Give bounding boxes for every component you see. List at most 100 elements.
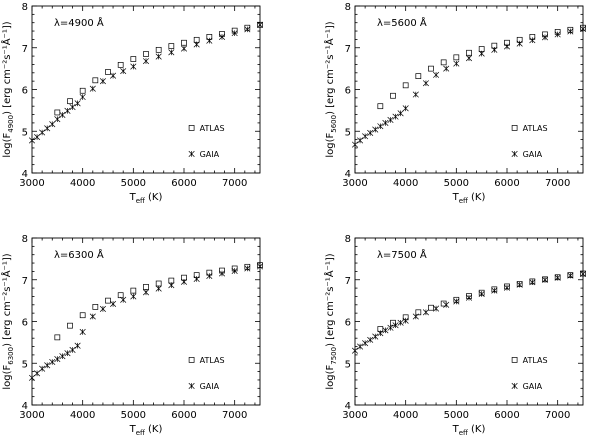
gaia-point [367,129,374,136]
gaia-point [69,346,76,353]
y-tick-label: 4 [345,169,351,180]
atlas-point [453,54,460,61]
legend-asterisk-icon [511,150,518,157]
x-axis-label: Teff (K) [129,192,163,205]
gaia-point [579,270,587,277]
atlas-point [92,77,99,84]
gaia-point [412,91,419,98]
gaia-point [382,327,389,334]
gaia-point [193,41,200,48]
gaia-point [491,46,498,53]
gaia-point [402,105,409,112]
gaia-point [478,50,485,57]
atlas-point [117,62,124,68]
gaia-point [422,309,429,316]
legend-square-icon [511,125,518,131]
gaia-point [193,275,200,282]
wavelength-annotation: λ=4900 Å [54,16,104,29]
gaia-point [231,267,238,275]
gaia-point [465,55,473,62]
gaia-point [39,365,46,372]
gaia-point [397,319,404,326]
gaia-point [110,72,117,79]
legend-square-icon [188,125,195,131]
gaia-point [529,37,536,44]
gaia-point [377,330,384,337]
y-tick-label: 8 [345,234,351,245]
x-tick-label: 3000 [19,178,44,189]
atlas-point [130,56,137,62]
gaia-point [554,274,561,281]
y-tick-label: 6 [345,86,351,97]
gaia-point [64,107,71,114]
gaia-point [503,284,511,291]
atlas-point [54,334,61,341]
atlas-point [143,283,149,290]
gaia-point [392,322,399,329]
gaia-point [130,63,137,70]
gaia-point [422,80,429,87]
y-tick-label: 6 [345,318,351,329]
y-axis-label: log(F6300) [erg cm⁻²s⁻¹Å⁻¹]) [0,253,15,389]
x-tick-label: 3000 [19,410,44,421]
gaia-point [516,40,523,47]
atlas-point [415,73,422,79]
x-tick-label: 7000 [222,178,247,189]
wavelength-annotation: λ=6300 Å [54,248,104,261]
gaia-point [79,93,86,101]
legend-label-atlas: ATLAS [200,124,225,133]
y-tick-label: 5 [22,127,28,138]
y-tick-label: 4 [22,169,28,180]
chart-panel-2: 3000 4000 5000 6000 7000 4 5 6 7 8 Teff (K) log(F56… [323,2,587,205]
atlas-point [428,304,434,311]
gaia-point [74,100,81,107]
y-axis-label: log(F5600) [erg cm⁻²s⁻¹Å⁻¹]) [323,21,338,157]
gaia-point [74,342,81,349]
gaia-point [387,116,394,124]
x-tick-label: 6000 [171,410,196,421]
gaia-point [49,358,56,366]
atlas-point [79,312,86,319]
x-tick-label: 7000 [545,410,570,421]
atlas-point [478,46,485,52]
x-tick-label: 3000 [342,178,367,189]
gaia-point [443,301,450,308]
plot-frame [31,5,261,174]
legend-label-gaia: GAIA [523,150,543,159]
gaia-point [402,317,409,324]
x-tick-label: 5000 [444,410,469,421]
gaia-point [503,43,511,50]
gaia-point [478,290,485,297]
gaia-point [180,45,188,52]
x-axis-label: Teff (K) [452,424,486,437]
y-tick-label: 4 [345,401,351,412]
y-axis-label: log(F7500) [erg cm⁻²s⁻¹Å⁻¹]) [323,253,338,389]
gaia-point [351,141,359,148]
atlas-point [155,280,162,287]
atlas-point [79,87,86,94]
gaia-point [44,125,51,132]
atlas-point [130,287,137,294]
gaia-point [357,343,364,350]
legend-asterisk-icon [188,150,195,157]
gaia-point [567,28,574,35]
gaia-point [244,265,251,272]
y-tick-label: 5 [345,359,351,370]
x-tick-label: 7000 [222,410,247,421]
gaia-point [377,123,384,130]
legend-label-gaia: GAIA [200,382,220,391]
gaia-point [256,21,264,28]
gaia-point [99,305,106,313]
gaia-point [34,134,41,141]
chart-panel-1: 3000 4000 5000 6000 7000 4 5 6 7 8 Teff (K) log(F49… [0,2,264,205]
y-tick-label: 5 [22,359,28,370]
legend-square-icon [188,357,195,363]
x-axis-label: Teff (K) [129,424,163,437]
x-tick-label: 5000 [121,178,146,189]
gaia-point [99,78,106,85]
gaia-point [142,289,150,296]
wavelength-annotation: λ=5600 Å [377,16,427,29]
gaia-point [142,58,150,65]
atlas-point [67,322,73,329]
x-tick-label: 6000 [494,410,519,421]
